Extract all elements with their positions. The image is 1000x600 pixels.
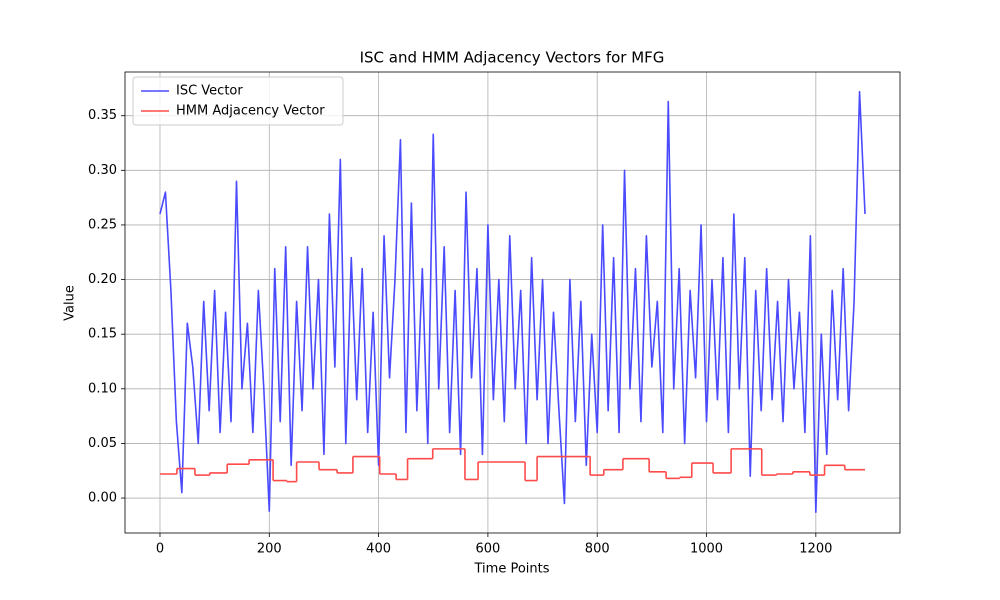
y-tick-label: 0.35 xyxy=(88,108,117,123)
y-tick-label: 0.00 xyxy=(88,491,117,506)
legend-label: ISC Vector xyxy=(176,84,243,99)
chart-title: ISC and HMM Adjacency Vectors for MFG xyxy=(360,49,665,67)
x-tick-label: 0 xyxy=(156,542,164,557)
y-tick-label: 0.20 xyxy=(88,272,117,287)
x-tick-label: 200 xyxy=(257,542,282,557)
y-tick-label: 0.15 xyxy=(88,327,117,342)
y-tick-label: 0.25 xyxy=(88,217,117,232)
series-line xyxy=(159,90,866,514)
y-tick-label: 0.10 xyxy=(88,381,117,396)
legend-box xyxy=(132,76,344,126)
y-tick-label: 0.30 xyxy=(88,163,117,178)
step-line xyxy=(159,448,866,483)
x-tick-label: 400 xyxy=(366,542,391,557)
legend-label: HMM Adjacency Vector xyxy=(176,104,325,119)
x-tick-label: 600 xyxy=(475,542,500,557)
plot-frame xyxy=(124,71,901,534)
x-tick-label: 1200 xyxy=(799,542,832,557)
y-tick-label: 0.05 xyxy=(88,436,117,451)
y-axis-label: Value xyxy=(63,285,78,321)
x-axis-label: Time Points xyxy=(474,562,550,577)
x-tick-label: 1000 xyxy=(690,542,723,557)
x-tick-label: 800 xyxy=(585,542,610,557)
